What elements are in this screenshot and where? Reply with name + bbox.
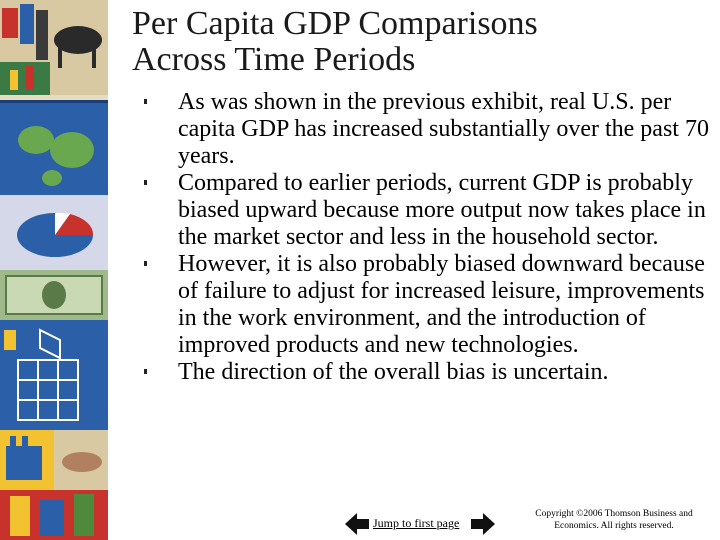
handshake-icon (54, 430, 108, 490)
bullet-item: However, it is also probably biased down… (140, 251, 715, 359)
bullet-marker-icon (144, 180, 147, 185)
bullet-marker-icon (144, 261, 147, 266)
previous-arrow-icon[interactable] (345, 513, 369, 535)
copyright-notice: Copyright ©2006 Thomson Business and Eco… (524, 508, 704, 532)
copyright-line1: Copyright ©2006 Thomson Business and (535, 509, 693, 519)
next-arrow-icon[interactable] (471, 513, 495, 535)
bullet-item: The direction of the overall bias is unc… (140, 359, 715, 386)
footer-navigation: Jump to first page (345, 510, 495, 538)
world-map-icon (0, 100, 108, 195)
bullet-item: As was shown in the previous exhibit, re… (140, 89, 715, 170)
page-title-line2: Across Time Periods (132, 41, 416, 78)
bottom-pattern-icon (0, 490, 108, 540)
bullet-marker-icon (144, 99, 147, 104)
bull-icon (0, 0, 108, 95)
bullet-item: Compared to earlier periods, current GDP… (140, 170, 715, 251)
jump-to-first-page-link[interactable]: Jump to first page (373, 516, 460, 530)
decorative-sidebar-image (0, 0, 108, 540)
page-title-line1: Per Capita GDP Comparisons (132, 5, 538, 42)
bullet-text: As was shown in the previous exhibit, re… (178, 89, 709, 169)
page-title: Per Capita GDP Comparisons Across Time P… (132, 6, 702, 78)
bullet-list: As was shown in the previous exhibit, re… (140, 89, 715, 386)
pie-chart-icon (0, 195, 108, 270)
copyright-line2: Economics. All rights reserved. (554, 521, 674, 531)
bullet-marker-icon (144, 369, 147, 374)
building-icon (0, 320, 108, 430)
dollar-bill-icon (0, 270, 108, 320)
bullet-text: Compared to earlier periods, current GDP… (178, 170, 706, 250)
bullet-text: However, it is also probably biased down… (178, 251, 705, 358)
bullet-text: The direction of the overall bias is unc… (178, 359, 609, 385)
